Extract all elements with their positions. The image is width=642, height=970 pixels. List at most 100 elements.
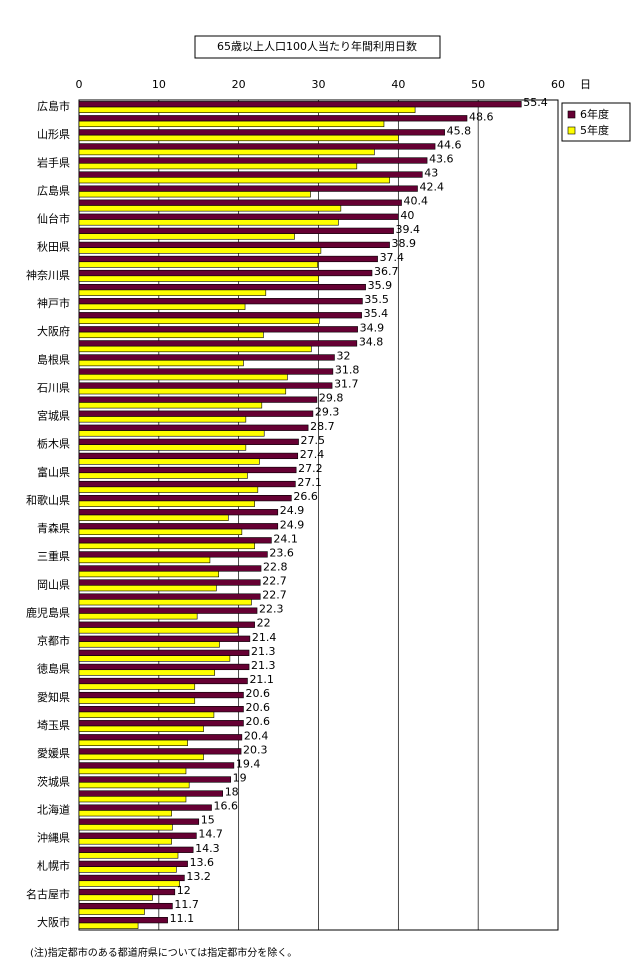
bar xyxy=(78,331,264,339)
data-label: 27.1 xyxy=(297,476,322,489)
bar xyxy=(78,500,255,507)
data-label: 28.7 xyxy=(310,420,335,433)
bar xyxy=(78,846,194,853)
bar xyxy=(78,213,399,220)
data-label: 19 xyxy=(233,771,247,784)
bar xyxy=(78,340,358,347)
bar xyxy=(78,556,211,564)
data-label: 42.4 xyxy=(419,181,444,194)
y-tick-label: 埼玉県 xyxy=(37,718,70,732)
bar xyxy=(78,781,190,789)
bar xyxy=(78,416,247,423)
bar xyxy=(78,185,418,192)
bar xyxy=(78,354,335,361)
y-tick-label: 神奈川県 xyxy=(26,268,70,282)
bar xyxy=(78,312,362,319)
bar xyxy=(78,902,173,910)
bar xyxy=(78,725,204,732)
x-tick-label: 20 xyxy=(232,78,246,91)
bar xyxy=(78,359,244,367)
bar xyxy=(78,115,468,122)
bar xyxy=(78,894,153,901)
bar xyxy=(78,852,179,859)
bar xyxy=(78,171,423,178)
bar xyxy=(78,143,436,150)
data-label: 21.3 xyxy=(251,645,275,658)
bar xyxy=(78,410,314,417)
bar xyxy=(78,762,235,769)
data-label: 40.4 xyxy=(404,195,429,208)
bar xyxy=(78,177,390,184)
bar xyxy=(78,495,292,502)
data-label: 29.8 xyxy=(319,392,344,405)
bar xyxy=(78,219,339,226)
data-label: 35.4 xyxy=(364,307,389,320)
bar xyxy=(78,663,250,671)
bar xyxy=(78,832,197,839)
y-tick-label: 鹿児島県 xyxy=(26,605,70,619)
data-label: 34.9 xyxy=(360,321,385,334)
bar xyxy=(78,466,297,474)
bar xyxy=(78,683,196,690)
bar xyxy=(78,233,295,240)
data-label: 20.3 xyxy=(243,743,267,756)
bar xyxy=(78,402,263,409)
bar xyxy=(78,275,319,282)
data-label: 31.8 xyxy=(335,364,360,377)
bar xyxy=(78,283,366,291)
bar xyxy=(78,388,287,395)
data-label: 22 xyxy=(257,617,271,630)
data-label: 22.7 xyxy=(262,575,287,588)
bar xyxy=(78,255,378,263)
bar xyxy=(78,585,217,592)
bar xyxy=(78,922,139,929)
bar xyxy=(78,537,272,544)
data-label: 14.3 xyxy=(195,842,220,855)
bar xyxy=(78,677,248,685)
data-label: 24.1 xyxy=(273,532,298,545)
bar xyxy=(78,607,258,614)
x-tick-label: 50 xyxy=(471,78,485,91)
data-label: 27.4 xyxy=(300,448,325,461)
data-label: 26.6 xyxy=(293,490,318,503)
bar xyxy=(78,458,260,465)
data-label: 32 xyxy=(336,349,350,362)
bar xyxy=(78,368,334,375)
y-tick-label: 石川県 xyxy=(37,381,70,394)
y-tick-label: 徳島県 xyxy=(37,662,70,676)
y-tick-label: 愛媛県 xyxy=(37,746,70,760)
bar xyxy=(78,641,220,648)
title-box xyxy=(194,35,441,59)
bar xyxy=(78,711,215,718)
legend-swatch xyxy=(567,110,576,119)
bar xyxy=(78,317,320,324)
data-label: 16.6 xyxy=(214,800,239,813)
footnote: (注)指定都市のある都道府県については指定都市分を除く。 xyxy=(30,946,297,959)
y-tick-label: 山形県 xyxy=(37,128,70,141)
x-tick-label: 40 xyxy=(391,78,405,91)
axis-unit: 日 xyxy=(580,78,591,91)
data-label: 20.6 xyxy=(245,701,270,714)
data-label: 21.1 xyxy=(249,673,274,686)
y-tick-label: 京都市 xyxy=(37,634,70,648)
bar xyxy=(78,289,267,296)
y-tick-label: 北海道 xyxy=(37,802,70,816)
y-tick-label: 札幌市 xyxy=(37,859,70,873)
data-label: 20.6 xyxy=(245,687,270,700)
bar xyxy=(78,739,188,747)
data-label: 43 xyxy=(424,167,438,180)
bar xyxy=(78,480,296,488)
bar xyxy=(78,148,375,156)
bar xyxy=(78,613,198,620)
data-label: 36.7 xyxy=(374,265,399,278)
bar xyxy=(78,818,200,825)
bar xyxy=(78,734,243,741)
bar xyxy=(78,669,216,676)
bar xyxy=(78,199,402,206)
y-tick-label: 大阪市 xyxy=(37,915,70,929)
data-label: 31.7 xyxy=(334,378,359,391)
x-tick-label: 0 xyxy=(76,78,83,91)
bar xyxy=(78,424,309,431)
